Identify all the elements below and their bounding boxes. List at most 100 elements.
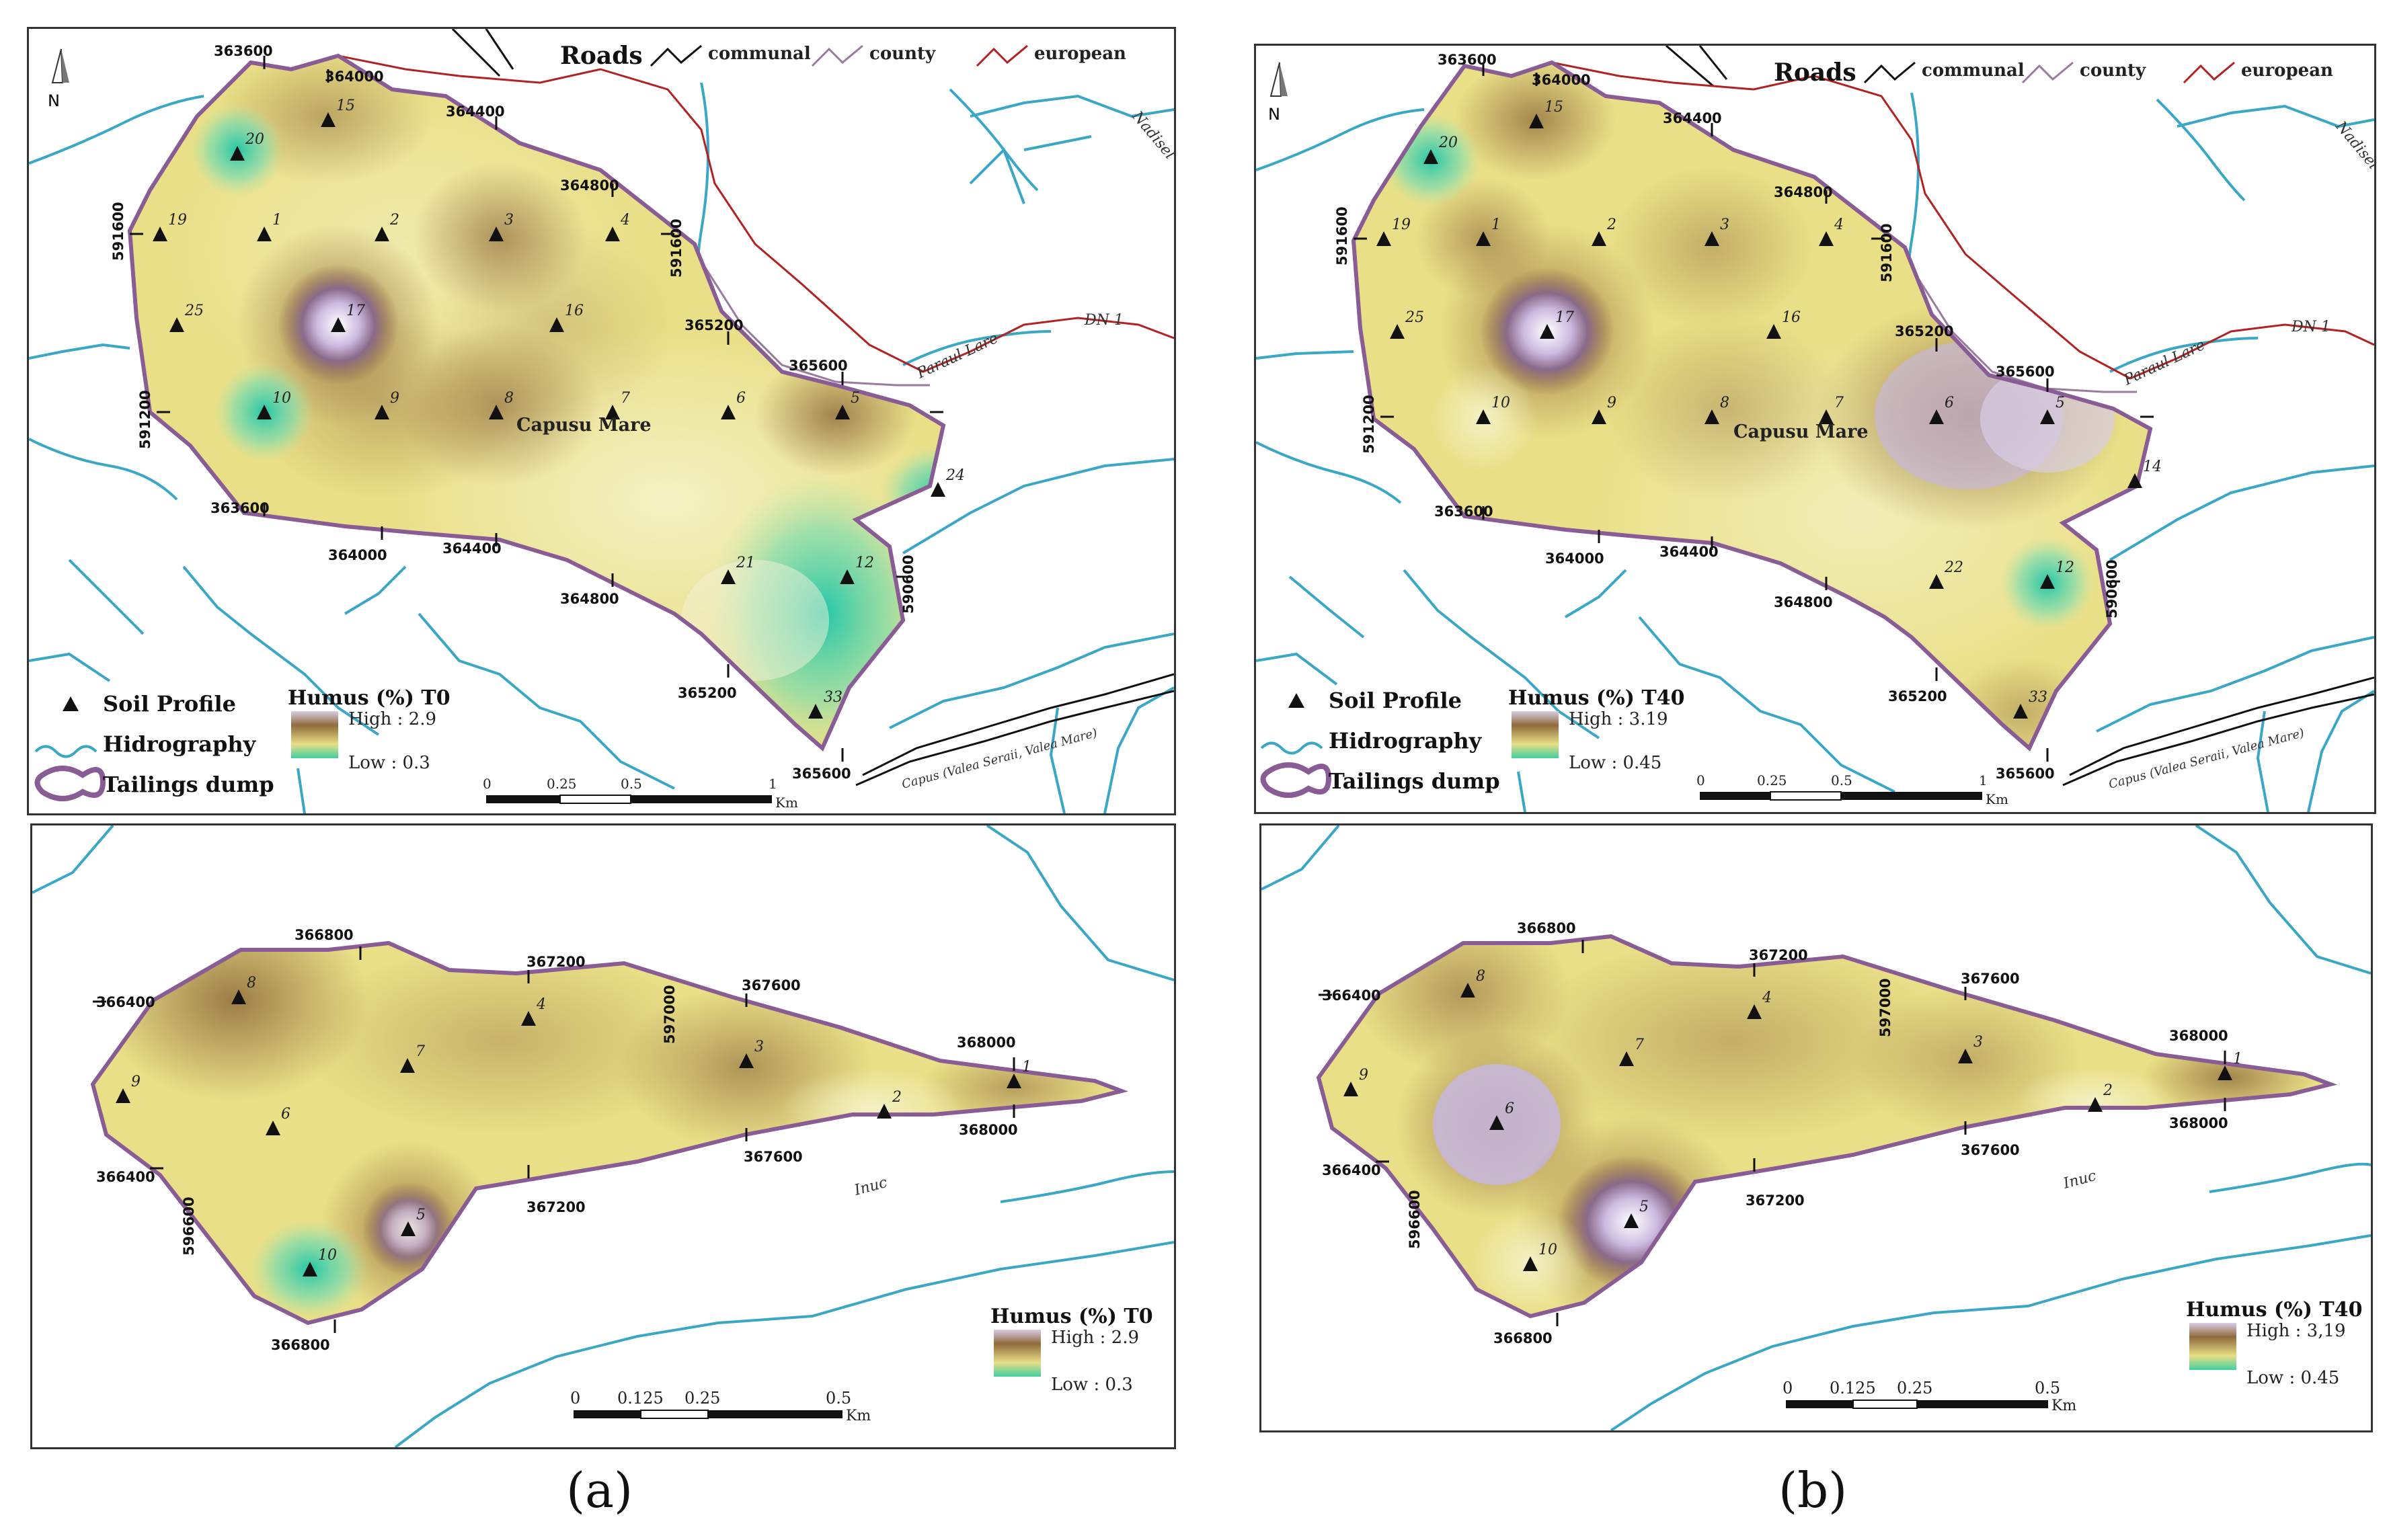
svg-text:Tailings dump: Tailings dump xyxy=(1329,768,1500,794)
svg-text:367200: 367200 xyxy=(526,1199,586,1215)
soil-profile-marker xyxy=(321,112,336,127)
svg-text:Humus (%) T0: Humus (%) T0 xyxy=(288,686,451,710)
svg-text:366800: 366800 xyxy=(295,927,354,943)
svg-text:365200: 365200 xyxy=(678,685,737,701)
svg-text:364800: 364800 xyxy=(1774,184,1833,200)
svg-text:364400: 364400 xyxy=(446,104,505,120)
svg-text:Low : 0.3: Low : 0.3 xyxy=(1051,1375,1133,1395)
soil-profile-label: 8 xyxy=(1720,395,1729,411)
feature-legend: Soil Profile Hidrography Tailings dump xyxy=(34,691,274,801)
soil-profile-label: 2 xyxy=(892,1089,902,1106)
svg-text:368000: 368000 xyxy=(959,1122,1018,1138)
soil-profile-marker xyxy=(1705,409,1719,424)
soil-profile-points: 8 4 9 7 3 1 6 2 5 10 xyxy=(1343,968,2242,1271)
coordinate-labels: 366800 367200 597000 367600 368000 36640… xyxy=(1322,920,2228,1346)
soil-profile-marker xyxy=(169,317,184,332)
soil-profile-label: 9 xyxy=(131,1073,141,1090)
soil-profile-label: 9 xyxy=(1607,395,1616,411)
svg-text:Soil Profile: Soil Profile xyxy=(1329,688,1462,713)
soil-profile-marker xyxy=(401,1221,416,1236)
soil-profile-label: 3 xyxy=(504,212,514,229)
soil-profile-marker xyxy=(1747,1004,1762,1019)
humus-legend: Humus (%) T40 High : 3.19 Low : 0.45 xyxy=(1508,686,1684,773)
svg-text:Roads: Roads xyxy=(560,42,643,70)
soil-profile-label: 25 xyxy=(1405,309,1424,326)
soil-profile-label: 22 xyxy=(1944,559,1963,576)
soil-profile-label: 24 xyxy=(945,467,965,484)
map-a-bottom: 366800 367200 597000 367600 368000 36640… xyxy=(32,825,1174,1447)
svg-text:0.25: 0.25 xyxy=(684,1389,720,1408)
soil-profile-label: 3 xyxy=(754,1039,764,1055)
soil-profile-label: 10 xyxy=(272,390,291,407)
svg-text:365600: 365600 xyxy=(792,766,851,782)
svg-text:communal: communal xyxy=(1922,60,2025,81)
roads-legend: Roads communal county european xyxy=(1774,58,2333,87)
svg-text:590600: 590600 xyxy=(900,555,916,614)
soil-profile-label: 4 xyxy=(1834,216,1844,233)
svg-text:367200: 367200 xyxy=(526,954,586,970)
place-capusu-mare: Capusu Mare xyxy=(1733,421,1869,442)
soil-profile-marker xyxy=(489,405,504,419)
svg-text:0.25: 0.25 xyxy=(1757,772,1787,788)
soil-profile-marker xyxy=(2040,574,2055,589)
label-nadisel: Nadisel xyxy=(1128,108,1174,163)
svg-text:367200: 367200 xyxy=(1746,1192,1805,1209)
soil-profile-marker xyxy=(400,1058,415,1073)
svg-text:364800: 364800 xyxy=(1774,594,1833,610)
soil-profile-label: 10 xyxy=(1538,1242,1557,1258)
soil-profile-marker xyxy=(230,146,245,161)
svg-text:590600: 590600 xyxy=(2104,559,2120,618)
svg-text:0.5: 0.5 xyxy=(1831,772,1852,788)
soil-profile-marker xyxy=(303,1262,317,1276)
svg-text:european: european xyxy=(1034,44,1126,64)
soil-profile-marker xyxy=(1460,983,1475,998)
svg-text:0.25: 0.25 xyxy=(1897,1379,1932,1397)
tailings-boundary xyxy=(1316,934,2338,1319)
north-arrow-icon: N xyxy=(1268,62,1288,124)
soil-profile-label: 17 xyxy=(1555,309,1574,326)
humus-legend: Humus (%) T0 High : 2.9 Low : 0.3 xyxy=(990,1305,1153,1395)
svg-text:591200: 591200 xyxy=(1361,395,1377,454)
svg-text:N: N xyxy=(48,91,60,110)
soil-profile-label: 14 xyxy=(2143,458,2162,475)
svg-text:597000: 597000 xyxy=(662,985,678,1044)
soil-profile-marker xyxy=(1540,324,1555,339)
svg-text:Km: Km xyxy=(1986,791,2008,807)
svg-text:Low : 0.45: Low : 0.45 xyxy=(1569,753,1661,773)
soil-profile-marker xyxy=(521,1011,536,1026)
soil-profile-marker xyxy=(375,405,389,419)
grid-ticks xyxy=(1319,940,2226,1326)
soil-profile-marker xyxy=(1619,1051,1634,1066)
soil-profile-marker xyxy=(1423,149,1438,164)
panel-a-top-map: 363600 364000 364400 364800 365200 36560… xyxy=(27,27,1176,815)
svg-text:0.125: 0.125 xyxy=(617,1389,664,1408)
soil-profile-marker xyxy=(1766,324,1781,339)
soil-profile-marker xyxy=(1476,231,1491,246)
soil-profile-marker xyxy=(2218,1065,2232,1080)
caption-a: (a) xyxy=(566,1462,633,1518)
soil-profile-label: 16 xyxy=(565,302,584,319)
soil-profile-marker xyxy=(1929,574,1944,589)
svg-text:0.5: 0.5 xyxy=(621,776,642,792)
soil-profile-marker xyxy=(153,227,167,241)
svg-text:0.125: 0.125 xyxy=(1830,1379,1876,1397)
svg-text:591600: 591600 xyxy=(1334,206,1350,266)
svg-text:591200: 591200 xyxy=(137,390,153,449)
grid-ticks xyxy=(93,946,1015,1333)
soil-profile-label: 6 xyxy=(1945,395,1954,411)
soil-profile-marker xyxy=(257,405,272,419)
soil-profile-label: 1 xyxy=(1022,1059,1031,1076)
soil-profile-marker xyxy=(835,405,850,419)
svg-text:591600: 591600 xyxy=(1879,223,1895,282)
svg-text:High : 2.9: High : 2.9 xyxy=(348,709,436,729)
svg-text:367600: 367600 xyxy=(1961,971,2020,987)
soil-profile-marker xyxy=(721,405,736,419)
soil-profile-label: 7 xyxy=(1834,395,1844,411)
soil-profile-marker xyxy=(116,1088,130,1103)
svg-text:Km: Km xyxy=(775,795,798,811)
soil-profile-label: 19 xyxy=(168,212,187,229)
coordinate-labels: 363600 364000 364400 364800 365200 36560… xyxy=(110,43,916,782)
soil-profile-marker xyxy=(2127,473,2142,488)
soil-profile-label: 3 xyxy=(1720,216,1729,233)
soil-profile-marker xyxy=(1705,231,1719,246)
